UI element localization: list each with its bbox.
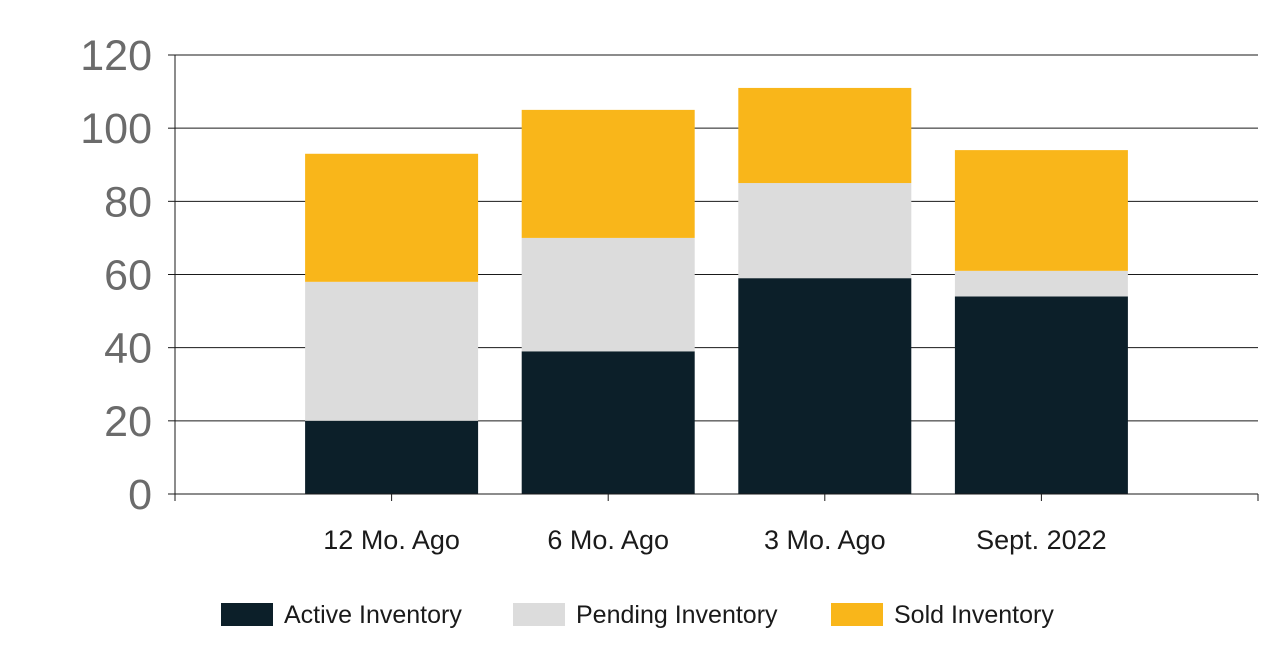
legend-label: Pending Inventory [576, 601, 778, 629]
y-tick-label: 40 [104, 325, 152, 373]
y-tick-label: 20 [104, 398, 152, 446]
bar-segment [954, 270, 1128, 297]
bars [305, 87, 1128, 494]
x-tick-label: 6 Mo. Ago [547, 525, 669, 555]
legend-label: Sold Inventory [894, 601, 1054, 629]
x-tick-label: 3 Mo. Ago [764, 525, 886, 555]
bar-segment [305, 420, 479, 494]
bar-segment [954, 296, 1128, 494]
legend-swatch [513, 603, 565, 626]
x-axis-ticks: 12 Mo. Ago 6 Mo. Ago 3 Mo. Ago Sept. 2022 [323, 525, 1106, 555]
legend-label: Active Inventory [284, 601, 462, 629]
bar-segment [738, 183, 912, 279]
legend: Active Inventory Pending Inventory Sold In… [221, 601, 1054, 629]
x-tick-label: Sept. 2022 [976, 525, 1107, 555]
axes [168, 54, 1259, 501]
bar-segment [738, 87, 912, 184]
y-tick-label: 120 [80, 32, 152, 80]
legend-swatch [221, 603, 273, 626]
bar-segment [521, 237, 695, 352]
x-tick-label: 12 Mo. Ago [323, 525, 460, 555]
bar-segment [521, 351, 695, 494]
y-axis-ticks: 0 20 40 60 80 100 120 [80, 32, 152, 519]
bar-segment [738, 278, 912, 494]
legend-swatch [831, 603, 883, 626]
bar-segment [305, 153, 479, 282]
y-tick-label: 80 [104, 178, 152, 226]
y-tick-label: 0 [128, 471, 152, 519]
y-tick-label: 100 [80, 105, 152, 153]
bar-segment [305, 281, 479, 421]
y-tick-label: 60 [104, 252, 152, 300]
bar-segment [954, 150, 1128, 271]
bar-segment [521, 109, 695, 238]
